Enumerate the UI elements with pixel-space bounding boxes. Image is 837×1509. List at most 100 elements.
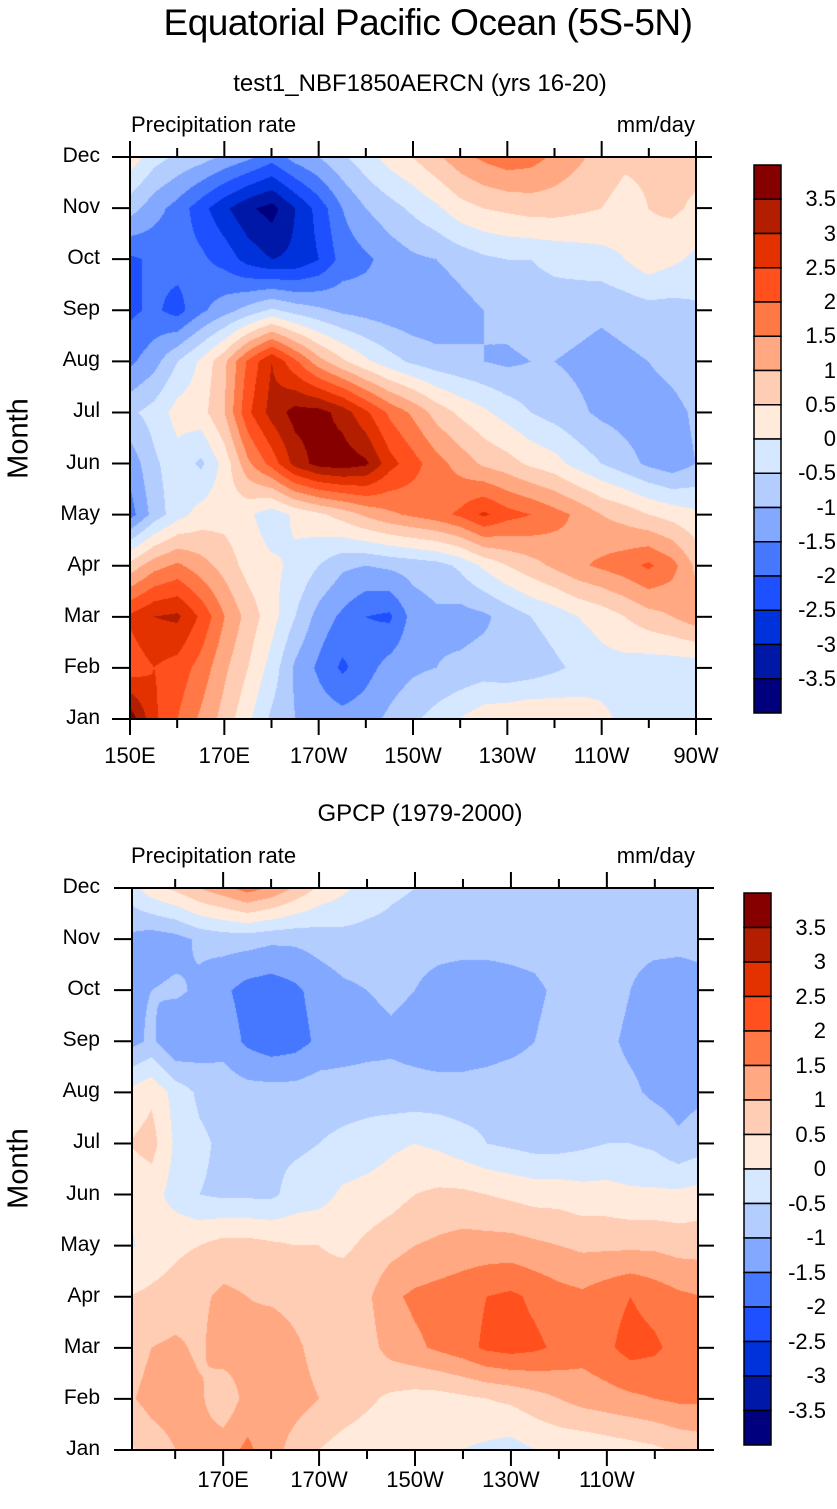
x-tick-label: 90W xyxy=(673,743,719,768)
panel-1-right-string: mm/day xyxy=(616,112,695,137)
colorbar-swatch xyxy=(743,1237,772,1274)
x-tick-label: 110W xyxy=(573,743,630,768)
colorbar-tick-label: -2.5 xyxy=(798,597,836,623)
colorbar-tick-label: -2 xyxy=(806,1294,826,1319)
colorbar-tick-label: -3 xyxy=(816,631,836,657)
y-tick-label: May xyxy=(60,501,100,525)
x-tick-label: 170W xyxy=(290,1467,348,1492)
y-tick-label: Jul xyxy=(73,399,100,423)
panel-2-title: GPCP (1979-2000) xyxy=(317,800,523,827)
colorbar-swatch xyxy=(753,232,782,269)
x-tick-label: 170E xyxy=(198,743,251,768)
colorbar-tick-label: 2 xyxy=(813,1018,826,1043)
colorbar-tick-label: 3.5 xyxy=(795,914,826,940)
x-tick-label: 110W xyxy=(578,1467,635,1492)
y-tick-label: Dec xyxy=(62,144,100,167)
y-tick-label: Jan xyxy=(66,1437,100,1460)
panel-2-contour-field xyxy=(132,888,698,1450)
y-tick-label: Jun xyxy=(66,450,100,474)
colorbar-tick-label: 3.5 xyxy=(805,186,836,212)
colorbar-tick-label: 1 xyxy=(813,1087,826,1112)
colorbar-tick-label: 3 xyxy=(813,949,826,974)
colorbar-swatch xyxy=(753,335,782,372)
y-tick-label: Apr xyxy=(67,552,100,576)
y-tick-label: Nov xyxy=(62,195,100,219)
y-tick-label: May xyxy=(60,1232,100,1256)
colorbar-tick-label: -1 xyxy=(806,1225,826,1250)
colorbar-tick-label: -3.5 xyxy=(788,1397,826,1423)
colorbar-swatch xyxy=(743,1030,772,1067)
colorbar-tick-label: 1.5 xyxy=(805,323,836,349)
x-tick-label: 150W xyxy=(386,1467,444,1492)
colorbar-swatch xyxy=(753,678,782,714)
colorbar-swatch xyxy=(753,198,782,235)
colorbar-swatch xyxy=(743,1340,772,1377)
colorbar-tick-label: -0.5 xyxy=(798,460,836,486)
colorbar-swatch xyxy=(743,1064,772,1101)
y-tick-label: Feb xyxy=(63,1385,100,1409)
colorbar-swatch xyxy=(753,369,782,406)
y-tick-label: Sep xyxy=(62,297,100,321)
x-tick-label: 150W xyxy=(384,743,442,768)
y-tick-label: Nov xyxy=(62,926,100,950)
y-tick-label: Jun xyxy=(66,1181,100,1205)
y-tick-label: Jan xyxy=(66,706,100,729)
colorbar-swatch xyxy=(743,1133,772,1170)
colorbar-swatch xyxy=(743,1271,772,1308)
colorbar-swatch xyxy=(743,1099,772,1136)
colorbar-swatch xyxy=(753,506,782,543)
y-tick-label: Oct xyxy=(67,246,100,270)
colorbar-tick-label: 0 xyxy=(813,1156,826,1181)
x-tick-label: 130W xyxy=(478,743,537,768)
colorbar-swatch xyxy=(753,267,782,303)
colorbar-swatch xyxy=(743,1375,772,1412)
colorbar-tick-label: -2 xyxy=(816,563,836,588)
colorbar-tick-label: 2.5 xyxy=(795,983,826,1009)
panel-2-right-string: mm/day xyxy=(616,843,695,868)
x-tick-label: 170W xyxy=(289,743,348,768)
y-tick-label: Mar xyxy=(63,1334,100,1358)
colorbar-swatch xyxy=(743,1168,772,1205)
colorbar-swatch xyxy=(743,1409,772,1446)
colorbar-tick-label: -2.5 xyxy=(788,1328,826,1354)
y-tick-label: Jul xyxy=(73,1130,100,1154)
colorbar-tick-label: 0.5 xyxy=(805,391,836,417)
colorbar-swatch xyxy=(753,404,782,440)
colorbar-tick-label: 3 xyxy=(823,220,836,246)
colorbar-swatch xyxy=(743,892,772,929)
colorbar-tick-label: -3.5 xyxy=(798,665,836,691)
y-tick-label: Aug xyxy=(62,1079,100,1103)
y-tick-label: Aug xyxy=(62,348,100,372)
x-tick-label: 150E xyxy=(104,743,156,768)
colorbar-tick-label: -1.5 xyxy=(788,1259,826,1285)
colorbar-tick-label: -1 xyxy=(816,494,836,520)
y-tick-label: Feb xyxy=(63,654,100,678)
colorbar-tick-label: 0 xyxy=(823,426,836,451)
y-tick-label: Apr xyxy=(67,1283,100,1307)
colorbar-swatch xyxy=(753,438,782,474)
panel-1-left-string: Precipitation rate xyxy=(131,112,297,137)
colorbar-tick-label: -0.5 xyxy=(788,1190,826,1216)
y-tick-label: Sep xyxy=(62,1028,100,1052)
colorbar-swatch xyxy=(753,575,782,611)
panel-1-axes-frame xyxy=(112,141,712,735)
colorbar-tick-label: 1 xyxy=(823,357,836,383)
colorbar-tick-label: 0.5 xyxy=(795,1121,826,1147)
colorbar-tick-label: -3 xyxy=(806,1363,826,1388)
colorbar-swatch xyxy=(743,1202,772,1239)
figure-title: Equatorial Pacific Ocean (5S-5N) xyxy=(163,2,693,43)
colorbar-tick-label: 1.5 xyxy=(795,1052,826,1078)
colorbar-swatch xyxy=(753,609,782,646)
colorbar-swatch xyxy=(753,301,782,337)
y-tick-label: Oct xyxy=(67,977,100,1001)
colorbar-swatch xyxy=(743,926,772,963)
colorbar-swatch xyxy=(743,961,772,998)
colorbar-tick-label: 2 xyxy=(823,289,836,314)
x-tick-label: 170E xyxy=(197,1467,249,1492)
y-tick-label: Dec xyxy=(62,875,100,898)
colorbar-tick-label: 2.5 xyxy=(805,254,836,280)
panel-2-left-string: Precipitation rate xyxy=(131,843,297,868)
